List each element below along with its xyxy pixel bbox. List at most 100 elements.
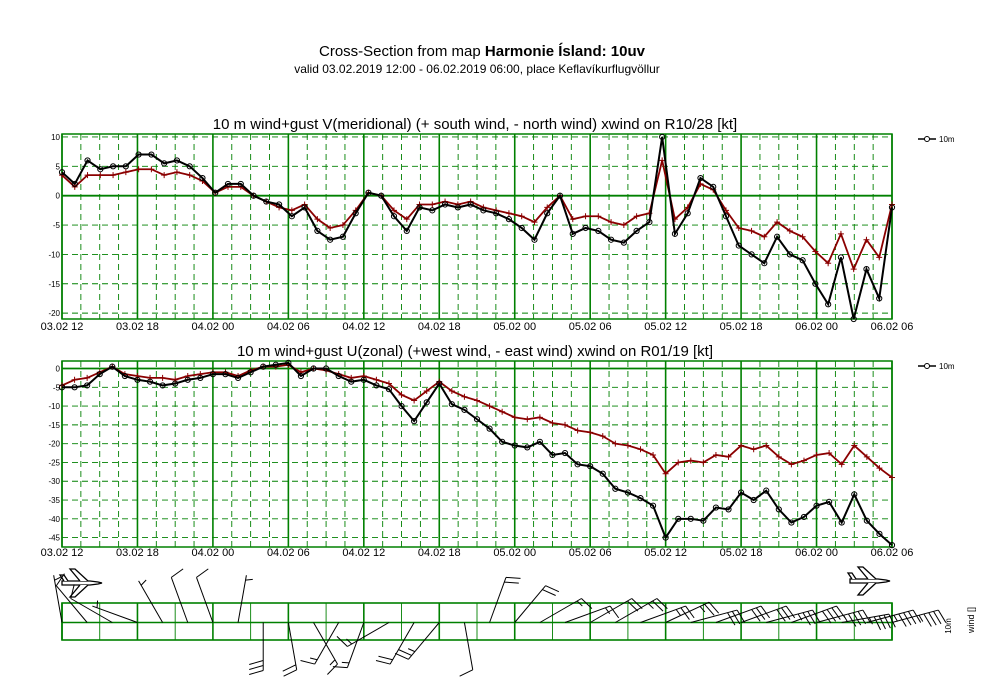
series-wind-point	[423, 399, 430, 406]
series-gust-point	[172, 376, 179, 383]
barb-feather	[831, 607, 841, 620]
series-gust-point	[633, 213, 640, 220]
barb-shaft	[791, 605, 837, 623]
x-tick-label: 06.02 00	[795, 321, 838, 333]
y-tick-label: -25	[48, 458, 60, 467]
series-gust-point	[173, 169, 180, 176]
series-gust-point	[429, 201, 436, 208]
series-wind-point	[109, 163, 117, 170]
series-gust-point	[687, 457, 694, 464]
series-wind-point	[96, 371, 103, 378]
series-wind-point	[378, 192, 385, 199]
wind-barb	[891, 609, 947, 627]
x-tick-label: 04.02 18	[418, 547, 461, 559]
barb-shaft	[70, 598, 113, 623]
series-wind-point	[851, 491, 858, 498]
barb-feather	[727, 612, 736, 626]
series-wind-point	[518, 224, 525, 232]
barb-half-feather	[407, 648, 416, 653]
wind-barb	[665, 601, 720, 623]
series-wind-point	[411, 418, 418, 425]
series-wind-point	[134, 376, 141, 383]
series-gust-point	[135, 166, 142, 173]
barb-feather	[708, 601, 720, 614]
barb-feather	[249, 670, 264, 675]
series-gust-point	[411, 397, 418, 404]
series-wind-point	[556, 192, 564, 199]
series-gust-point	[403, 216, 410, 223]
wind-barb	[332, 622, 365, 669]
series-wind-point	[84, 382, 91, 389]
barb-feather	[70, 584, 75, 599]
wind-barb	[170, 568, 189, 623]
y-tick-label: -5	[53, 221, 61, 230]
barb-feather	[821, 610, 832, 624]
series-wind-point	[199, 174, 206, 182]
series-gust-point	[110, 172, 117, 179]
series-wind-point	[587, 463, 594, 470]
barb-shaft	[715, 605, 762, 623]
barb-half-feather	[647, 603, 654, 609]
series-gust-point	[161, 172, 168, 179]
series-wind-point	[544, 210, 551, 217]
series-gust-point	[851, 442, 858, 449]
barb-feather	[873, 616, 882, 631]
y-tick-label: -5	[53, 383, 61, 392]
series-wind-point	[531, 236, 538, 243]
barb-shaft	[866, 609, 914, 623]
y-tick-label: -10	[48, 250, 60, 259]
series-gust-point	[763, 442, 770, 449]
barb-feather	[755, 607, 766, 620]
series-wind-point	[237, 180, 244, 188]
barb-feather	[171, 568, 184, 578]
barb-shaft	[816, 609, 864, 623]
series-gust-point	[850, 266, 857, 273]
barb-half-feather	[346, 638, 353, 645]
barb-shaft	[589, 598, 633, 623]
series-gust-point	[360, 373, 367, 380]
series-gust-point	[159, 374, 166, 381]
barb-feather	[282, 664, 297, 672]
barb-feather	[857, 611, 866, 625]
barb-feather	[542, 589, 556, 596]
legend-label: 10m	[939, 362, 955, 371]
barb-feather	[196, 568, 209, 578]
barb-half-feather	[341, 661, 350, 664]
series-gust-point	[339, 222, 346, 229]
y-tick-label: 0	[56, 192, 61, 201]
series-gust-point	[863, 236, 870, 243]
barb-feather	[760, 605, 770, 619]
series-wind-point	[549, 451, 556, 459]
series-gust-point	[738, 442, 745, 449]
series-wind-point	[212, 189, 219, 196]
series-wind-point	[876, 530, 883, 537]
y-tick-label: -10	[48, 402, 60, 411]
series-wind-point	[863, 265, 870, 273]
barb-feather	[704, 603, 715, 616]
series-wind-point	[288, 213, 295, 220]
series-wind-point	[812, 280, 819, 287]
series-wind-point	[403, 227, 410, 235]
barb-feather	[336, 636, 348, 647]
series-gust-point	[637, 446, 644, 453]
wind-barb	[489, 576, 521, 623]
series-wind-point	[71, 384, 78, 391]
series-wind-point	[429, 207, 436, 214]
barb-feather	[249, 665, 264, 670]
wind-barb	[55, 573, 88, 623]
barb-feather	[776, 609, 786, 622]
series-gust-point	[544, 204, 551, 211]
series-wind-point	[146, 378, 154, 385]
series-gust-point	[147, 374, 154, 381]
wind-barb	[282, 622, 298, 677]
airplane-left-icon	[58, 568, 103, 598]
series-gust-point	[569, 216, 576, 223]
series-gust-point	[84, 172, 91, 179]
series-wind-point	[285, 359, 292, 366]
series-wind-point	[109, 363, 116, 370]
series-wind-point	[373, 382, 380, 389]
barb-feather	[627, 600, 639, 612]
series-wind-point	[467, 201, 474, 208]
series-gust-point	[775, 453, 782, 460]
series-gust-point	[599, 433, 606, 440]
